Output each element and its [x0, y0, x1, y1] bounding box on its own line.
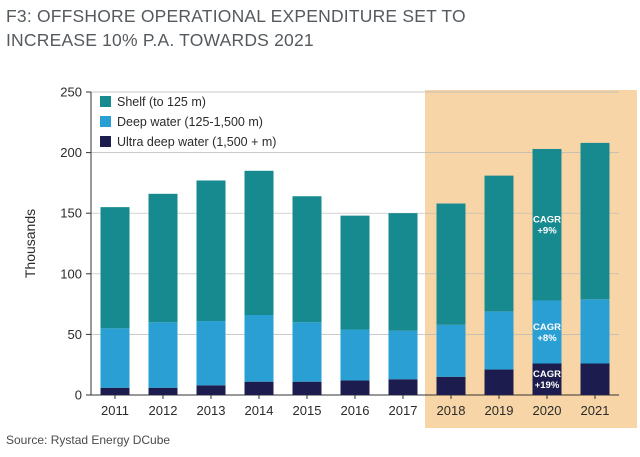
y-tick-label-0: 0	[75, 388, 82, 403]
bar-2014-deep	[244, 315, 274, 382]
bar-2014-shelf	[244, 170, 274, 316]
bar-2016-deep	[340, 329, 370, 381]
bar-2015-ultra	[292, 381, 322, 395]
x-tick-label-2021: 2021	[581, 403, 610, 418]
cagr-annotation-2-line-1: +19%	[535, 380, 560, 391]
chart-title-line-2: INCREASE 10% P.A. TOWARDS 2021	[6, 30, 314, 50]
x-tick-label-2011: 2011	[101, 403, 129, 418]
bar-2018-ultra	[436, 376, 466, 395]
x-tick-label-2014: 2014	[245, 403, 274, 418]
y-tick-label-200: 200	[60, 145, 82, 160]
bar-2016-ultra	[340, 380, 370, 395]
bar-2015-shelf	[292, 196, 322, 323]
x-tick-label-2013: 2013	[197, 403, 226, 418]
bar-2019-shelf	[484, 175, 514, 312]
bar-2017-deep	[388, 330, 418, 380]
bar-2015-deep	[292, 322, 322, 382]
bar-2012-deep	[148, 322, 178, 388]
bar-2016-shelf	[340, 215, 370, 330]
chart-title: F3: OFFSHORE OPERATIONAL EXPENDITURE SET…	[6, 4, 626, 52]
bar-2020-shelf	[532, 148, 562, 301]
bar-2013-ultra	[196, 385, 226, 395]
x-tick-label-2016: 2016	[341, 403, 370, 418]
bar-2012-shelf	[148, 193, 178, 323]
legend-swatch-2	[100, 136, 111, 147]
cagr-annotation-1-line-0: CAGR	[533, 322, 561, 333]
cagr-annotation-1-line-1: +8%	[537, 333, 557, 344]
cagr-annotation-0-line-1: +9%	[537, 226, 557, 237]
bar-2017-ultra	[388, 379, 418, 395]
legend-swatch-1	[100, 116, 111, 127]
bar-2011-shelf	[100, 207, 130, 329]
legend-swatch-0	[100, 96, 111, 107]
cagr-annotation-2-line-0: CAGR	[533, 369, 561, 380]
bar-2011-deep	[100, 328, 130, 388]
bar-2011-ultra	[100, 387, 130, 395]
cagr-annotation-0-line-0: CAGR	[533, 215, 561, 226]
source-note: Source: Rystad Energy DCube	[6, 433, 171, 447]
bar-2019-deep	[484, 311, 514, 370]
chart-title-line-1: F3: OFFSHORE OPERATIONAL EXPENDITURE SET…	[6, 6, 466, 26]
x-tick-label-2017: 2017	[389, 403, 418, 418]
bar-2018-shelf	[436, 203, 466, 325]
bar-2021-deep	[580, 299, 610, 364]
bar-2019-ultra	[484, 369, 514, 395]
x-tick-label-2018: 2018	[437, 403, 466, 418]
bar-2014-ultra	[244, 381, 274, 395]
bar-2018-deep	[436, 324, 466, 377]
bar-2020-deep	[532, 300, 562, 364]
x-tick-label-2015: 2015	[293, 403, 322, 418]
x-tick-label-2020: 2020	[533, 403, 562, 418]
y-tick-label-50: 50	[68, 327, 82, 342]
bar-2013-shelf	[196, 180, 226, 322]
y-tick-label-100: 100	[60, 266, 82, 281]
x-tick-label-2019: 2019	[485, 403, 514, 418]
bar-2020-ultra	[532, 363, 562, 395]
y-tick-label-250: 250	[60, 85, 82, 100]
bar-2013-deep	[196, 321, 226, 386]
x-tick-label-2012: 2012	[149, 403, 178, 418]
bar-2012-ultra	[148, 387, 178, 395]
legend-label-1: Deep water (125-1,500 m)	[117, 115, 263, 129]
legend-label-2: Ultra deep water (1,500 + m)	[117, 135, 276, 149]
bar-2021-shelf	[580, 142, 610, 300]
legend-label-0: Shelf (to 125 m)	[117, 95, 206, 109]
bar-2021-ultra	[580, 363, 610, 395]
bar-2017-shelf	[388, 213, 418, 331]
y-tick-label-150: 150	[60, 206, 82, 221]
y-axis-label: Thousands	[22, 209, 38, 278]
